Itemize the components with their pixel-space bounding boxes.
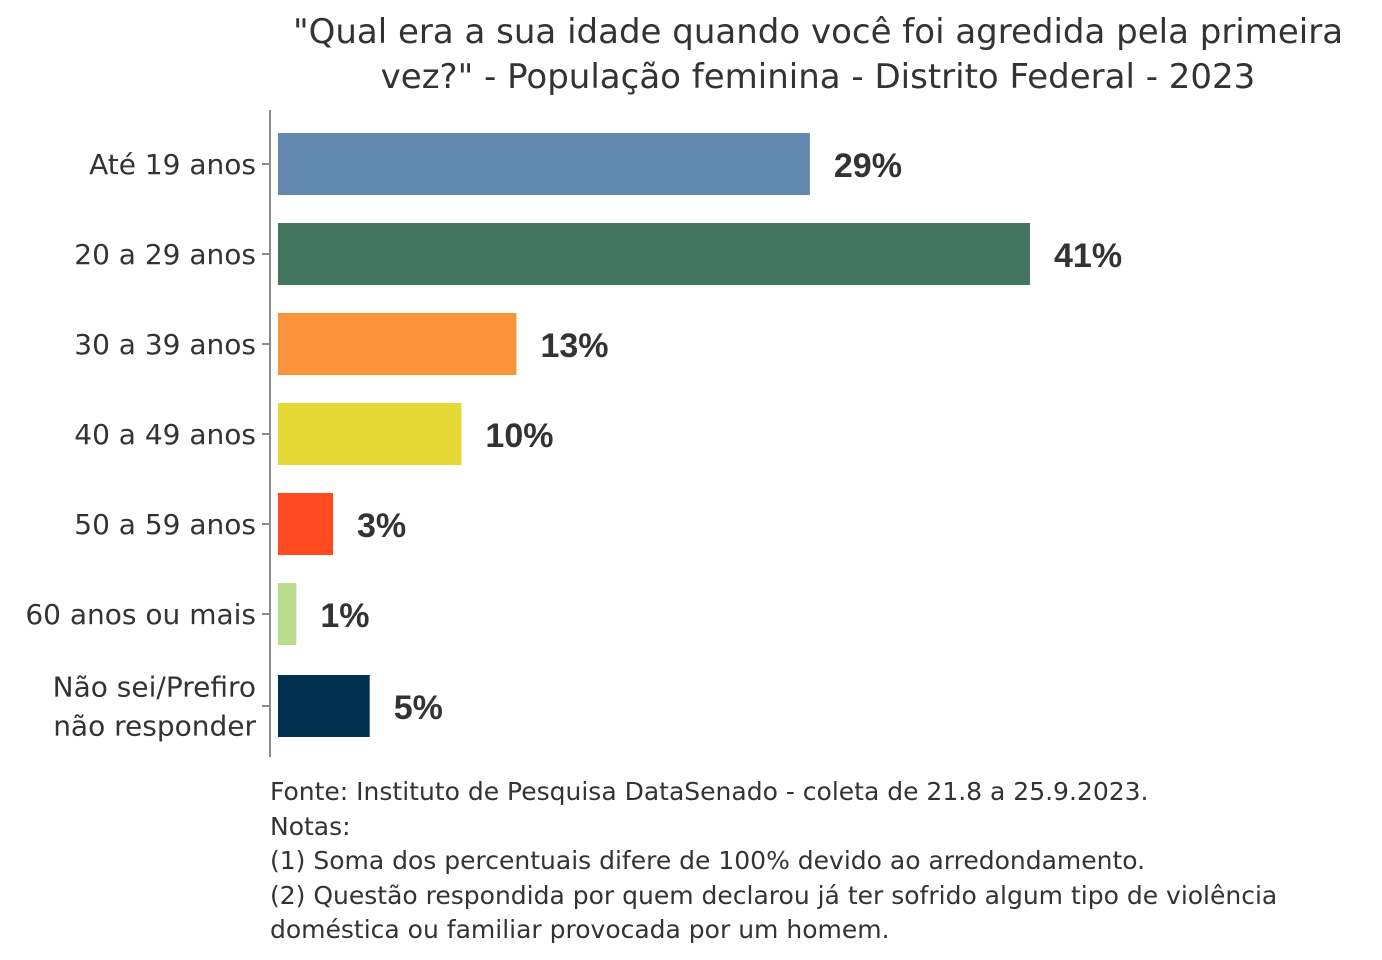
bar bbox=[278, 223, 1030, 285]
category-label: Até 19 anos bbox=[89, 148, 256, 181]
category-label: 30 a 39 anos bbox=[74, 328, 256, 361]
bars bbox=[278, 133, 1030, 737]
notes-heading: Notas: bbox=[270, 811, 351, 841]
category-label: 40 a 49 anos bbox=[74, 418, 256, 451]
bar bbox=[278, 133, 810, 195]
data-label: 13% bbox=[540, 327, 608, 365]
data-label: 1% bbox=[320, 597, 369, 635]
bar bbox=[278, 403, 462, 465]
note-2-line-1: (2) Questão respondida por quem declarou… bbox=[270, 880, 1278, 910]
data-label: 10% bbox=[485, 417, 553, 455]
data-label: 41% bbox=[1054, 237, 1122, 275]
bar bbox=[278, 583, 297, 645]
value-labels: 29% 41% 13% 10% 3% 1% 5% bbox=[320, 147, 1122, 727]
bar bbox=[278, 675, 370, 737]
footnotes: Fonte: Instituto de Pesquisa DataSenado … bbox=[270, 775, 1370, 948]
chart-title-line-1: "Qual era a sua idade quando você foi ag… bbox=[293, 12, 1343, 52]
data-label: 5% bbox=[394, 689, 443, 727]
source-note: Fonte: Instituto de Pesquisa DataSenado … bbox=[270, 777, 1149, 806]
note-1: (1) Soma dos percentuais difere de 100% … bbox=[270, 846, 1146, 875]
chart-title: "Qual era a sua idade quando você foi ag… bbox=[293, 12, 1343, 97]
y-axis-labels: Até 19 anos 20 a 29 anos 30 a 39 anos 40 a … bbox=[25, 148, 256, 743]
chart-title-line-2: vez?" - População feminina - Distrito Fe… bbox=[381, 57, 1256, 97]
bar bbox=[278, 493, 334, 555]
category-label: 60 anos ou mais bbox=[25, 598, 256, 631]
data-label: 3% bbox=[357, 507, 406, 545]
bar bbox=[278, 313, 517, 375]
y-axis-ticks bbox=[262, 163, 270, 707]
category-label: 20 a 29 anos bbox=[74, 238, 256, 271]
category-label: não responder bbox=[53, 710, 256, 743]
category-label: Não sei/Prefiro bbox=[53, 671, 256, 704]
category-label: 50 a 59 anos bbox=[74, 508, 256, 541]
data-label: 29% bbox=[834, 147, 902, 185]
note-2-line-2: doméstica ou familiar provocada por um h… bbox=[270, 915, 890, 944]
